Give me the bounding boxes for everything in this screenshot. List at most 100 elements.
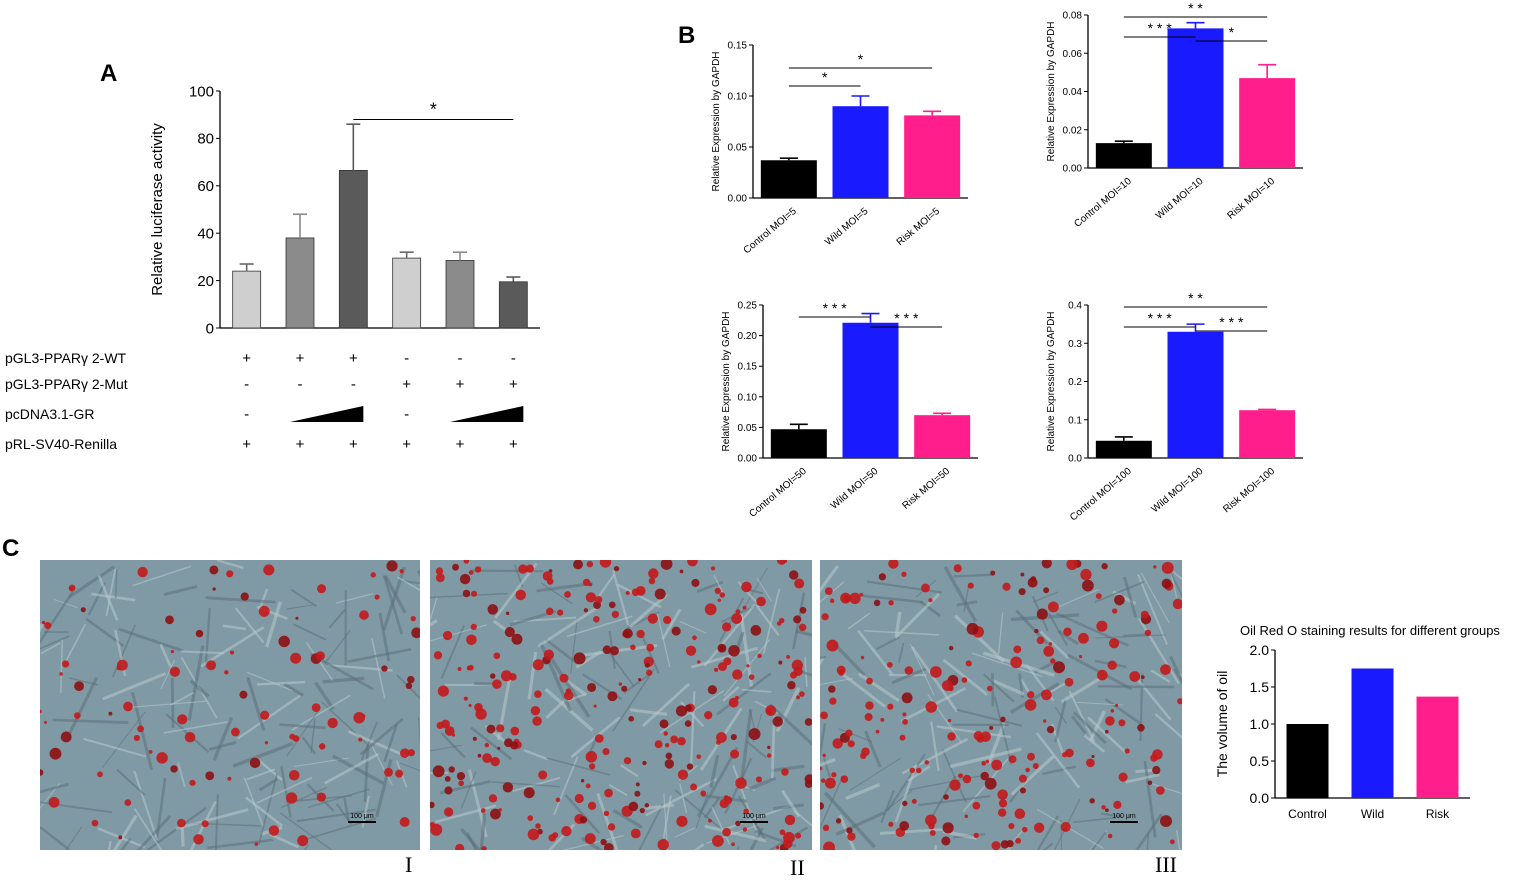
lipid-droplet xyxy=(783,839,792,848)
lipid-droplet xyxy=(437,722,444,729)
lipid-droplet xyxy=(942,680,953,691)
sig-0-label: * xyxy=(822,69,828,85)
lipid-droplet xyxy=(493,652,500,659)
lipid-droplet xyxy=(445,776,451,782)
lipid-droplet xyxy=(297,835,308,846)
cell-texture xyxy=(293,624,326,640)
y-axis-label: Relative Expression by GAPDH xyxy=(721,311,732,451)
lipid-droplet xyxy=(1162,579,1172,589)
lipid-droplet xyxy=(533,659,544,670)
lipid-droplet xyxy=(696,754,701,759)
lipid-droplet xyxy=(375,594,380,599)
lipid-droplet xyxy=(312,703,321,712)
bar xyxy=(1096,143,1152,168)
lipid-droplet xyxy=(799,624,806,631)
lipid-droplet xyxy=(595,734,604,743)
lipid-droplet xyxy=(876,730,880,734)
lipid-droplet xyxy=(1033,763,1039,769)
lipid-droplet xyxy=(990,571,995,576)
cell-texture xyxy=(106,569,115,616)
lipid-droplet xyxy=(123,702,133,712)
cell-texture xyxy=(397,577,420,594)
lipid-droplet xyxy=(866,678,873,685)
lipid-droplet xyxy=(81,607,86,612)
lipid-droplet xyxy=(468,665,474,671)
lipid-droplet xyxy=(458,780,464,786)
lipid-droplet xyxy=(865,713,873,721)
lipid-droplet xyxy=(900,735,906,741)
lipid-droplet xyxy=(319,743,325,749)
panel-label-c: C xyxy=(2,535,19,563)
lipid-droplet xyxy=(1096,621,1107,632)
lipid-droplet xyxy=(626,591,630,595)
lipid-droplet xyxy=(489,794,497,802)
lipid-droplet xyxy=(1047,726,1054,733)
lipid-droplet xyxy=(604,811,609,816)
lipid-droplet xyxy=(1096,593,1102,599)
category-label: Risk MOI=50 xyxy=(901,466,953,512)
lipid-droplet xyxy=(712,835,724,847)
lipid-droplet xyxy=(226,570,233,577)
cell-texture xyxy=(1033,592,1058,602)
category-label: Risk MOI=10 xyxy=(1226,176,1278,222)
condition-name: pcDNA3.1-GR xyxy=(5,406,94,422)
lipid-droplet xyxy=(485,743,489,747)
lipid-droplet xyxy=(700,790,706,796)
category-label: Wild MOI=5 xyxy=(823,206,871,248)
lipid-droplet xyxy=(716,732,727,743)
lipid-droplet xyxy=(1160,815,1172,827)
bar xyxy=(833,106,889,198)
lipid-droplet xyxy=(1031,576,1037,582)
lipid-droplet xyxy=(820,712,828,720)
lipid-droplet xyxy=(193,834,203,844)
lipid-droplet xyxy=(1170,839,1175,844)
lipid-droplet xyxy=(444,786,452,794)
lipid-droplet xyxy=(925,814,937,826)
lipid-droplet xyxy=(736,609,741,614)
lipid-droplet xyxy=(888,560,898,569)
condition-mark: + xyxy=(509,376,518,393)
lipid-droplet xyxy=(715,588,721,594)
lipid-droplet xyxy=(987,686,993,692)
y-tick-label: 80 xyxy=(197,131,214,148)
lipid-droplet xyxy=(1065,678,1074,687)
lipid-droplet xyxy=(1037,636,1045,644)
lipid-droplet xyxy=(658,839,669,850)
condition-mark: - xyxy=(404,406,409,423)
lipid-droplet xyxy=(789,570,798,579)
lipid-droplet xyxy=(358,738,362,742)
lipid-droplet xyxy=(564,691,573,700)
lipid-droplet xyxy=(471,624,477,630)
lipid-droplet xyxy=(743,827,747,831)
lipid-droplet xyxy=(660,719,669,728)
lipid-droplet xyxy=(74,712,81,719)
lipid-droplet xyxy=(1109,638,1119,648)
scale-bar-label: 100 μm xyxy=(350,813,374,820)
lipid-droplet xyxy=(535,823,541,829)
lipid-droplet xyxy=(690,783,697,790)
lipid-droplet xyxy=(1119,772,1128,781)
lipid-droplet xyxy=(469,570,474,575)
lipid-droplet xyxy=(1082,580,1094,592)
cell-texture xyxy=(418,717,420,745)
bar xyxy=(1239,410,1295,458)
lipid-droplet xyxy=(434,651,442,659)
lipid-droplet xyxy=(799,691,805,697)
cell-texture xyxy=(717,673,771,714)
lipid-droplet xyxy=(980,731,991,742)
lipid-droplet xyxy=(1019,588,1026,595)
cell-texture xyxy=(333,756,384,783)
lipid-droplet xyxy=(661,560,673,570)
lipid-droplet xyxy=(231,728,240,737)
cell-texture xyxy=(270,834,299,847)
y-tick-label: 1.0 xyxy=(1250,716,1270,732)
lipid-droplet xyxy=(487,725,496,734)
lipid-droplet xyxy=(785,815,795,825)
lipid-droplet xyxy=(887,662,893,668)
cell-texture xyxy=(859,674,899,701)
lipid-droplet xyxy=(902,712,906,716)
lipid-droplet xyxy=(648,568,658,578)
lipid-droplet xyxy=(594,704,597,707)
